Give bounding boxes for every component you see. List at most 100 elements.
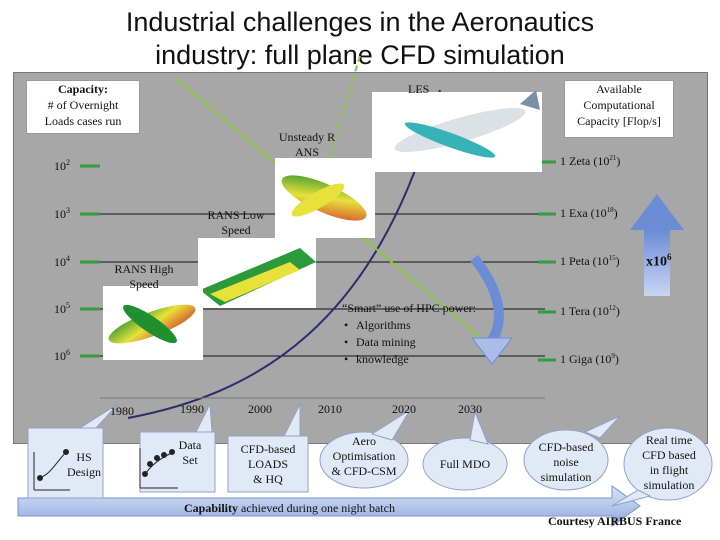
multiplier-label: x106	[646, 250, 672, 270]
title-line-2: industry: full plane CFD simulation	[155, 40, 565, 70]
multiplier-exp: 6	[667, 252, 672, 262]
hs-line-1: HS	[76, 450, 92, 464]
up-arrow	[644, 230, 670, 296]
bubble-cfd-loads-text: CFD-based LOADS & HQ	[228, 442, 308, 487]
realtime-line-1: Real time	[645, 433, 693, 447]
year-2000: 2000	[248, 402, 272, 416]
hpc-list: Algorithms Data mining knowledge	[342, 317, 476, 368]
multiplier-text: x10	[646, 254, 667, 270]
capability-caption: Capability achieved during one night bat…	[184, 501, 395, 516]
left-axis-exp-5: 6	[66, 348, 70, 357]
right-axis-ticks	[538, 160, 556, 362]
les-aircraft-image	[372, 90, 542, 172]
right-axis-exa-exp: 18	[606, 206, 614, 214]
capability-arrow	[17, 485, 641, 527]
capacity-box: Capacity: # of Overnight Loads cases run	[26, 80, 140, 134]
noise-line-1: CFD-based	[538, 440, 594, 454]
cfd-loads-line-1: CFD-based	[240, 442, 296, 456]
right-axis-giga-close: )	[614, 352, 619, 366]
right-axis-label-giga: 1 Giga (109)	[558, 352, 621, 367]
bubble-aero	[319, 431, 409, 489]
cfd-loads-line-3: & HQ	[253, 472, 283, 486]
credit-text: Courtesy AIRBUS France	[548, 514, 682, 528]
inset-ds-point-4	[161, 452, 167, 458]
left-axis-exp-3: 4	[66, 254, 70, 263]
right-axis-giga-exp: 9	[611, 352, 615, 360]
bubble-hs-design-text: HS Design	[62, 450, 106, 480]
right-axis-giga-text: 1 Giga (10	[560, 352, 612, 366]
capacity-box-line-3: Loads cases run	[44, 114, 122, 128]
hpc-item-2: Data mining	[344, 334, 476, 351]
right-axis-tera-text: 1 Tera (10	[560, 304, 609, 318]
right-axis-peta-text: 1 Peta (10	[560, 254, 609, 268]
inset-hs-point-1	[37, 475, 43, 481]
bubble-data-set-text: Data Set	[172, 438, 208, 468]
capability-bold: Capability	[184, 501, 239, 515]
hpc-heading: “Smart” use of HPC power:	[342, 301, 476, 315]
bubble-realtime-tail	[611, 489, 652, 507]
cfd-loads-line-2: LOADS	[247, 457, 288, 471]
inset-ds-point-3	[154, 455, 160, 461]
bubble-full-mdo-text: Full MDO	[439, 457, 491, 471]
year-1980: 1980	[110, 404, 134, 418]
aero-line-1: Aero	[352, 434, 376, 448]
up-arrow-head	[630, 194, 684, 230]
realtime-line-2: CFD based	[642, 448, 696, 462]
rans-high-line-2: Speed	[129, 277, 159, 291]
unsteady-aircraft-image	[275, 158, 375, 238]
rans-high-aircraft-image	[103, 286, 203, 360]
left-axis-base-2: 10	[54, 207, 66, 221]
left-axis-exp-4: 5	[66, 301, 70, 310]
year-1990: 1990	[180, 402, 204, 416]
les-label: LES	[408, 82, 430, 96]
unsteady-rans-line-1: Unsteady R	[278, 130, 336, 144]
year-2020: 2020	[392, 402, 416, 416]
inset-ds-point-2	[147, 461, 153, 467]
year-2010: 2010	[318, 402, 342, 416]
available-box-line-2: Computational	[583, 98, 655, 112]
inset-hs-point-2	[63, 449, 69, 455]
left-axis-base-5: 10	[54, 349, 66, 363]
right-axis-tera-exp: 12	[608, 304, 616, 312]
inset-chart-hs	[33, 449, 70, 491]
bubble-full-mdo-tail	[469, 410, 489, 445]
right-axis-peta-exp: 15	[608, 254, 616, 262]
inset-chart-dataset	[139, 448, 178, 489]
rans-high-line-1: RANS High	[114, 262, 174, 276]
right-axis-tera-close: )	[615, 304, 620, 318]
aero-line-2: Optimisation	[332, 449, 396, 463]
rans-high-speed-label: RANS High Speed	[108, 262, 180, 292]
right-axis-peta-close: )	[615, 254, 620, 268]
curved-arrow	[470, 254, 504, 343]
inset-ds-point-5	[169, 449, 175, 455]
right-axis-zeta-close: )	[616, 154, 621, 168]
realtime-line-4: simulation	[643, 478, 695, 492]
dataset-line-1: Data	[178, 438, 202, 452]
rans-low-line-2: Speed	[221, 223, 251, 237]
noise-line-3: simulation	[540, 470, 592, 484]
realtime-line-3: in flight	[649, 463, 689, 477]
left-axis-label-2: 103	[54, 206, 70, 222]
bubble-noise-tail	[583, 415, 621, 439]
capability-rest: achieved during one night batch	[238, 501, 395, 515]
unsteady-rans-label: Unsteady R ANS	[272, 130, 342, 160]
right-axis-label-tera: 1 Tera (1012)	[558, 304, 622, 319]
available-box-line-3: Capacity [Flop/s]	[577, 114, 661, 128]
slide-title: Industrial challenges in the Aeronautics…	[0, 6, 720, 72]
capacity-curve	[127, 89, 441, 419]
inset-ds-point-1	[142, 471, 148, 477]
bubble-noise-text: CFD-based noise simulation	[526, 440, 606, 485]
capacity-box-line-1: Capacity:	[58, 82, 108, 96]
left-axis-label-3: 104	[54, 254, 70, 270]
unsteady-rans-line-2: ANS	[294, 145, 319, 159]
right-axis-exa-text: 1 Exa (10	[560, 206, 607, 220]
right-axis-label-exa: 1 Exa (1018)	[558, 206, 620, 221]
right-axis-label-zeta: 1 Zeta (1021)	[558, 154, 623, 169]
rans-low-line-1: RANS Low	[207, 208, 265, 222]
year-2030: 2030	[458, 402, 482, 416]
noise-line-2: noise	[553, 455, 579, 469]
left-axis-exp-1: 2	[66, 158, 70, 167]
bubble-full-mdo	[422, 437, 508, 491]
right-axis-label-peta: 1 Peta (1015)	[558, 254, 622, 269]
